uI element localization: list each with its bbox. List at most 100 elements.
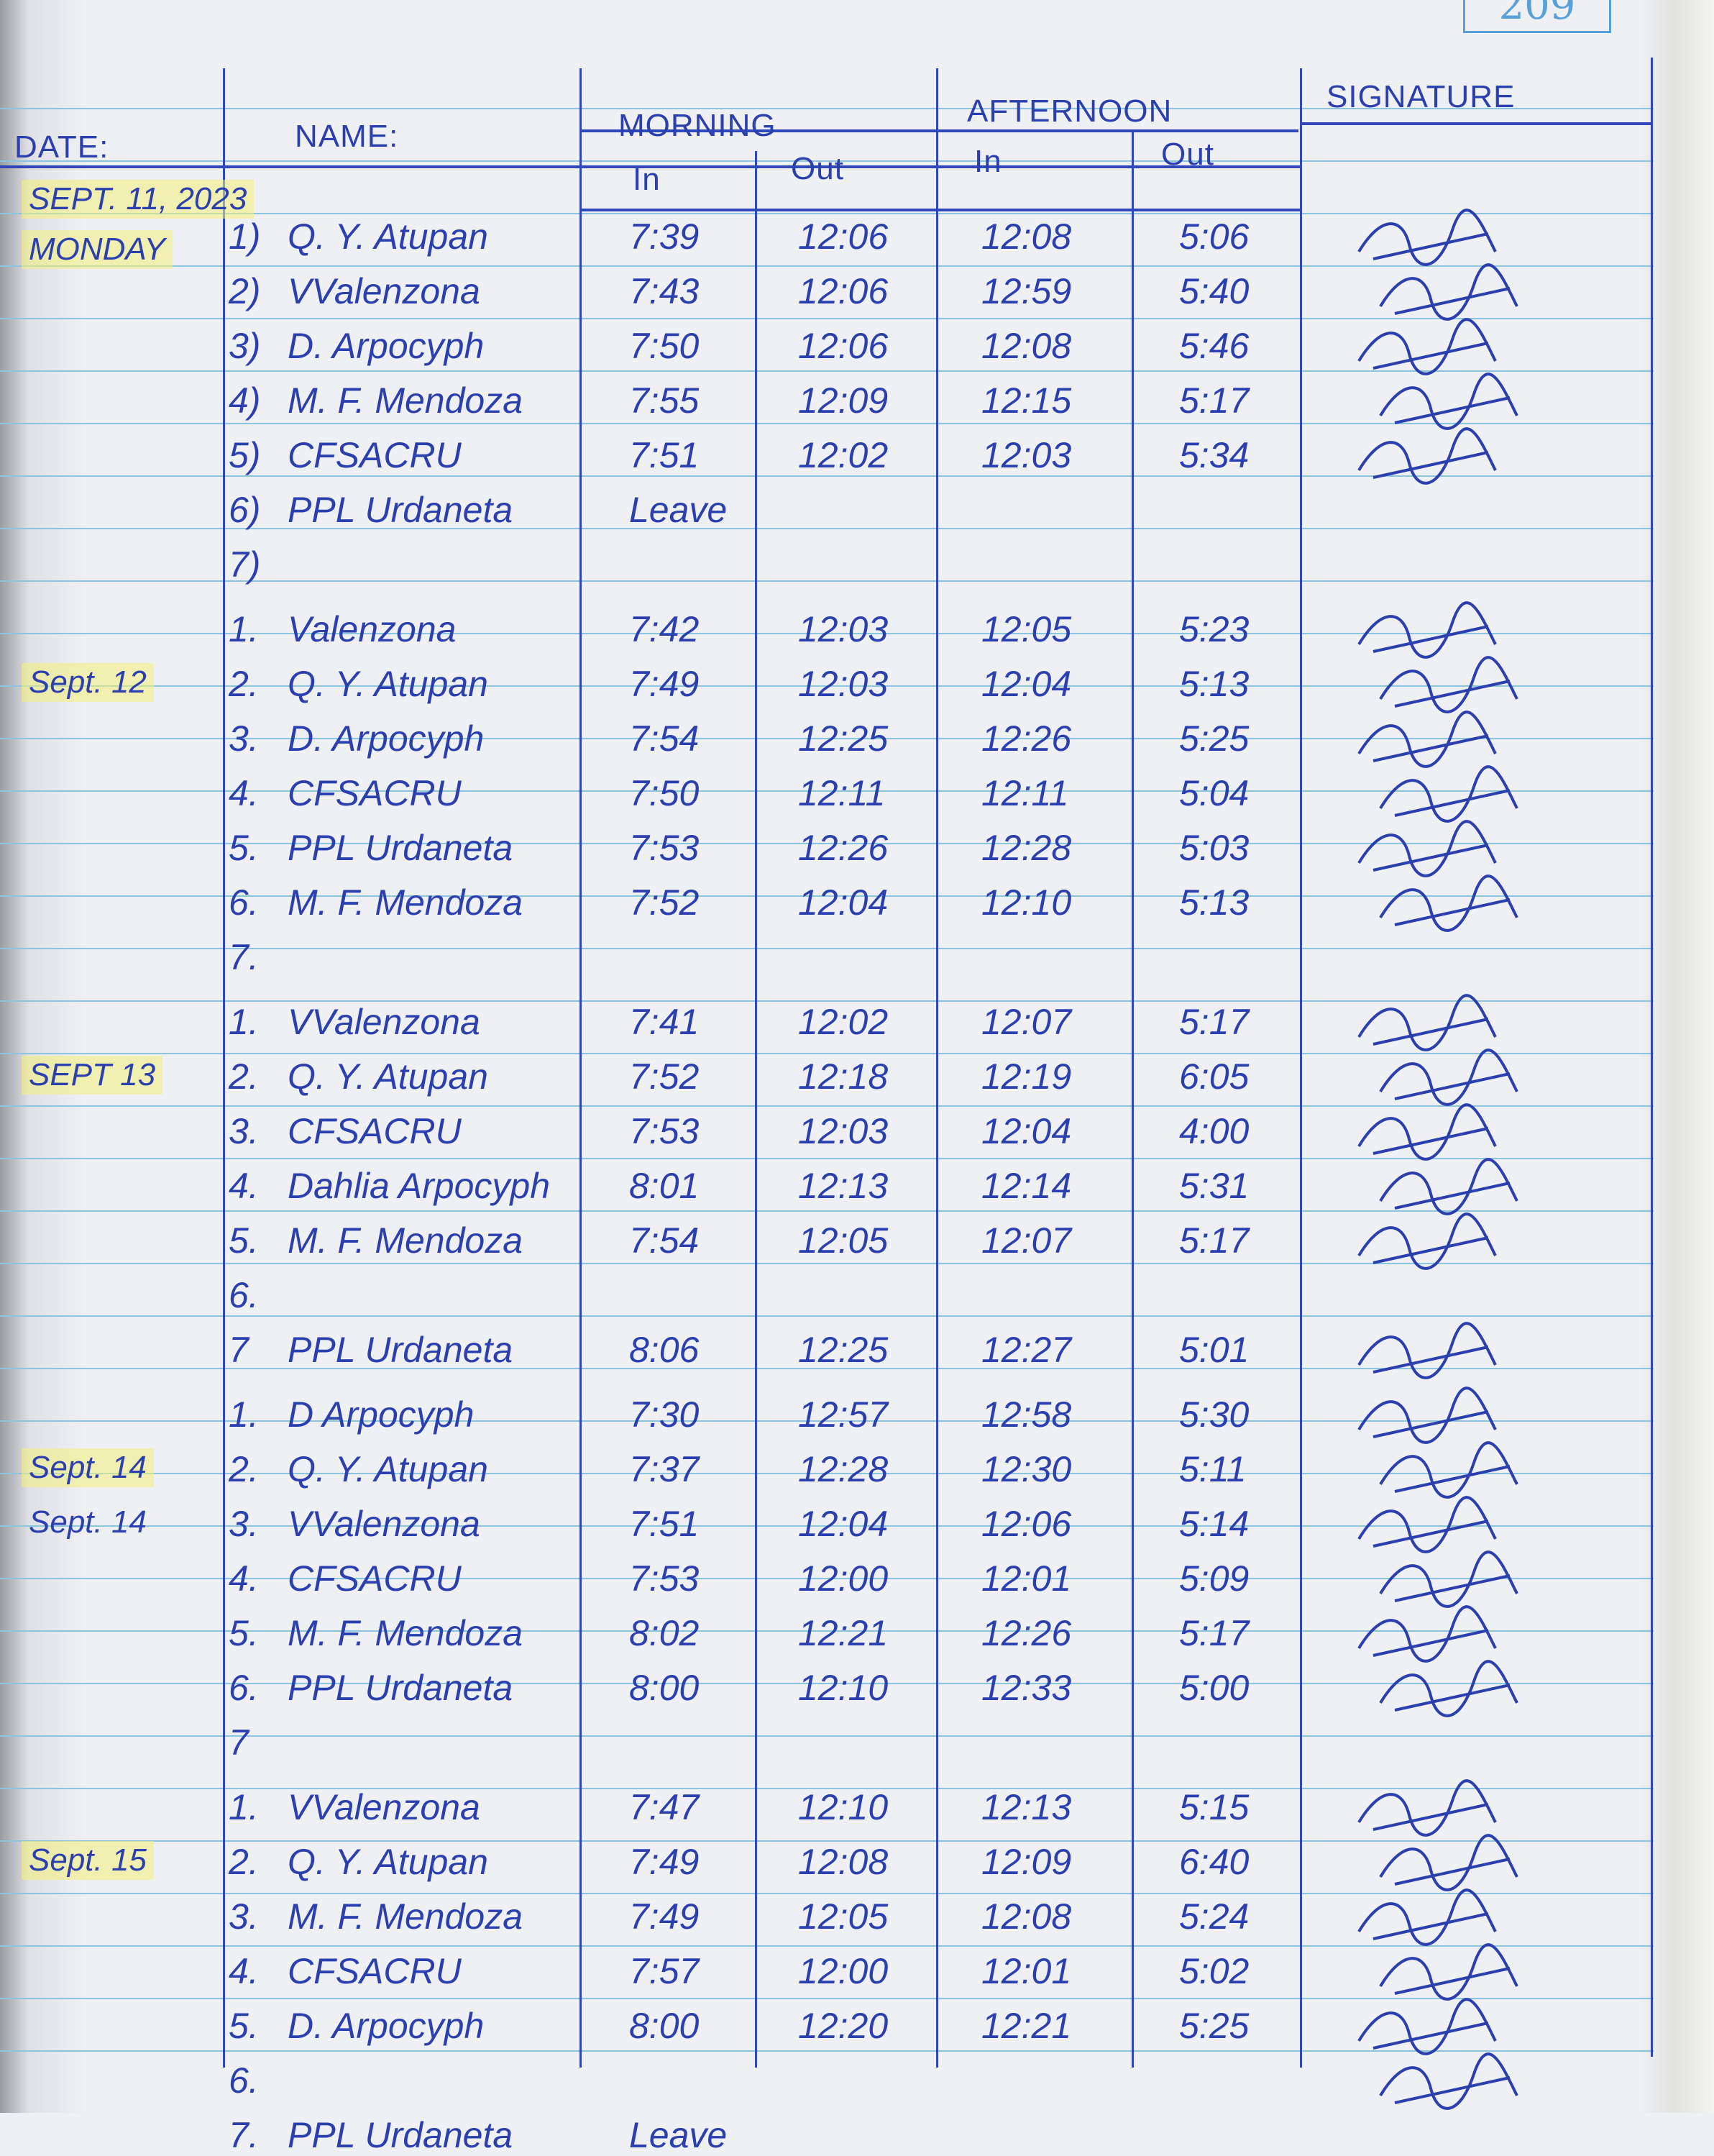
column-divider	[579, 68, 582, 2068]
entry-am-in: 7:53	[629, 828, 700, 868]
entry-pm-in: 12:06	[981, 1504, 1072, 1544]
page-border	[1651, 58, 1653, 2057]
signature-icon	[1357, 820, 1497, 877]
column-divider	[755, 151, 757, 2068]
weekday-label: Sept. 14	[29, 1504, 147, 1540]
entry-am-out: 12:06	[798, 326, 889, 366]
entry-num: 5.	[229, 1613, 259, 1653]
entry-am-out: 12:06	[798, 271, 889, 311]
entry-num: 7	[229, 1722, 249, 1763]
entry-pm-in: 12:10	[981, 882, 1072, 923]
entry-am-out: 12:04	[798, 882, 889, 923]
date-label: Sept. 12	[22, 663, 154, 702]
signature-icon	[1357, 209, 1497, 266]
entry-num: 4.	[229, 1558, 259, 1599]
entry-pm-out: 5:17	[1179, 1613, 1250, 1653]
entry-num: 7	[229, 1330, 249, 1370]
ruled-line	[0, 1420, 1654, 1422]
signature-icon	[1357, 994, 1497, 1051]
entry-am-out: 12:26	[798, 828, 889, 868]
header-afternoon: AFTERNOON	[967, 93, 1173, 129]
ruled-line	[0, 423, 1654, 424]
ruled-line	[0, 1998, 1654, 1999]
entry-am-out: 12:20	[798, 2006, 889, 2046]
ruled-line	[0, 1158, 1654, 1159]
entry-pm-out: 5:00	[1179, 1668, 1250, 1708]
entry-name: CFSACRU	[288, 773, 462, 813]
entry-pm-out: 5:24	[1179, 1896, 1250, 1937]
entry-pm-out: 5:11	[1179, 1449, 1247, 1489]
entry-pm-in: 12:07	[981, 1002, 1072, 1042]
entry-am-in: 7:53	[629, 1558, 700, 1599]
entry-pm-out: 5:14	[1179, 1504, 1250, 1544]
entry-num: 3.	[229, 718, 259, 759]
ruled-line	[0, 318, 1654, 319]
entry-am-in: 8:00	[629, 1668, 700, 1708]
ruled-line	[0, 1368, 1654, 1369]
signature-icon	[1379, 1049, 1518, 1106]
ruled-line	[0, 1788, 1654, 1789]
entry-num: 3)	[229, 326, 261, 366]
column-divider	[936, 68, 938, 2068]
entry-am-out: 12:09	[798, 380, 889, 421]
entry-am-out: 12:28	[798, 1449, 889, 1489]
entry-pm-out: 6:40	[1179, 1842, 1250, 1882]
entry-am-out: 12:00	[798, 1951, 889, 1991]
entry-am-in: 7:37	[629, 1449, 700, 1489]
ruled-line	[0, 1735, 1654, 1737]
page-number: 209	[1463, 0, 1611, 33]
entry-name: VValenzona	[288, 1504, 480, 1544]
entry-num: 5)	[229, 435, 261, 475]
entry-am-in: 7:51	[629, 1504, 700, 1544]
signature-icon	[1357, 1998, 1497, 2055]
entry-am-out: 12:11	[798, 773, 886, 813]
entry-name: VValenzona	[288, 271, 480, 311]
ruled-line	[0, 370, 1654, 372]
entry-am-out: 12:02	[798, 1002, 889, 1042]
entry-am-out: 12:05	[798, 1896, 889, 1937]
entry-pm-in: 12:05	[981, 609, 1072, 649]
entry-pm-out: 5:17	[1179, 1220, 1250, 1261]
date-label: SEPT. 11, 2023	[22, 180, 255, 219]
entry-name: M. F. Mendoza	[288, 882, 523, 923]
entry-am-in: Leave	[629, 2115, 728, 2155]
entry-name: D Arpocyph	[288, 1394, 475, 1435]
ruled-line	[0, 1263, 1654, 1264]
entry-am-in: 8:01	[629, 1166, 700, 1206]
entry-am-in: 7:55	[629, 380, 700, 421]
entry-pm-in: 12:04	[981, 1111, 1072, 1151]
signature-icon	[1357, 601, 1497, 659]
header-morning-out: Out	[791, 151, 844, 186]
signature-icon	[1357, 1212, 1497, 1270]
entry-num: 1.	[229, 1394, 259, 1435]
ruled-line	[0, 2050, 1654, 2052]
entry-num: 1.	[229, 609, 259, 649]
ruled-line	[0, 1840, 1654, 1842]
entry-am-in: 7:30	[629, 1394, 700, 1435]
entry-num: 5.	[229, 1220, 259, 1261]
entry-pm-in: 12:19	[981, 1056, 1072, 1097]
entry-pm-in: 12:09	[981, 1842, 1072, 1882]
entry-num: 6.	[229, 2060, 259, 2101]
entry-pm-in: 12:04	[981, 664, 1072, 704]
entry-name: PPL Urdaneta	[288, 1668, 513, 1708]
signature-icon	[1357, 318, 1497, 375]
entry-pm-in: 12:15	[981, 380, 1072, 421]
entry-num: 6.	[229, 1668, 259, 1708]
entry-am-out: 12:00	[798, 1558, 889, 1599]
entry-name: Q. Y. Atupan	[288, 1056, 488, 1097]
entry-pm-out: 5:40	[1179, 271, 1250, 311]
entry-pm-in: 12:03	[981, 435, 1072, 475]
entry-pm-out: 5:31	[1179, 1166, 1250, 1206]
column-divider	[1132, 129, 1134, 2068]
signature-icon	[1357, 1888, 1497, 1946]
ruled-line	[0, 1893, 1654, 1894]
ruled-line	[0, 213, 1654, 214]
entry-pm-out: 5:02	[1179, 1951, 1250, 1991]
entry-am-out: 12:10	[798, 1787, 889, 1827]
ruled-line	[0, 528, 1654, 529]
entry-pm-out: 5:13	[1179, 664, 1250, 704]
entry-name: Q. Y. Atupan	[288, 1842, 488, 1882]
entry-am-in: 7:57	[629, 1951, 700, 1991]
date-label: SEPT 13	[22, 1056, 163, 1095]
